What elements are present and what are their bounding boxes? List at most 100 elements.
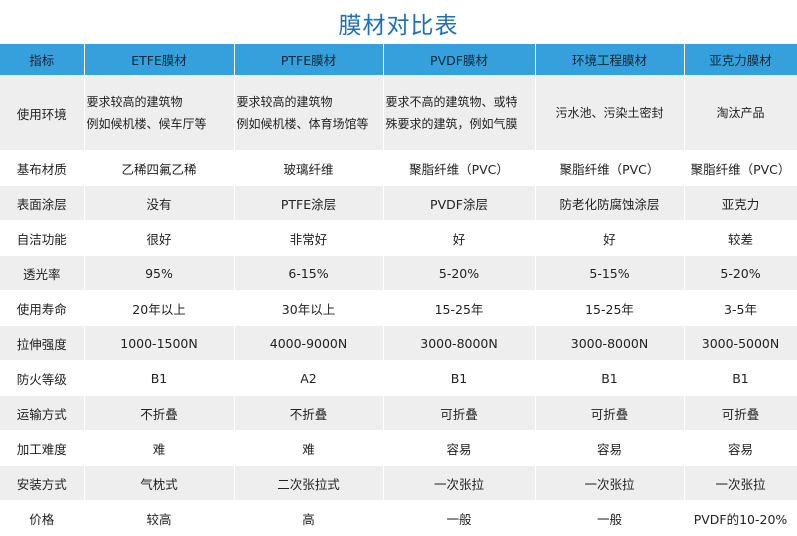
header-cell-ptfe: PTFE膜材 [234, 44, 384, 76]
cell-line: 例如候机楼、体育场馆等 [236, 117, 369, 131]
table-row: 运输方式 不折叠 不折叠 可折叠 可折叠 可折叠 [0, 395, 797, 431]
row-label: 自洁功能 [0, 220, 85, 256]
table-cell: 5-15% [535, 255, 685, 291]
row-label: 加工难度 [0, 430, 85, 466]
row-label: 拉伸强度 [0, 325, 85, 361]
table-row: 表面涂层 没有 PTFE涂层 PVDF涂层 防老化防腐蚀涂层 亚克力 [0, 185, 797, 221]
table-cell: 难 [234, 430, 384, 466]
table-cell: 没有 [84, 185, 235, 221]
table-cell: 二次张拉式 [234, 465, 384, 501]
table-cell: 亚克力 [684, 185, 797, 221]
table-cell: 一次张拉 [684, 465, 797, 501]
table-cell: 玻璃纤维 [234, 150, 384, 186]
table-cell: PTFE涂层 [234, 185, 384, 221]
table-cell: 很好 [84, 220, 235, 256]
table-cell: 一般 [535, 500, 685, 536]
table-cell: 聚脂纤维（PVC） [535, 150, 685, 186]
table-cell: 污水池、污染土密封 [535, 75, 685, 151]
table-cell: 气枕式 [84, 465, 235, 501]
table-cell: 3000-8000N [535, 325, 685, 361]
table-cell: 30年以上 [234, 290, 384, 326]
table-cell: 高 [234, 500, 384, 536]
table-cell: 不折叠 [84, 395, 235, 431]
table-cell: 要求较高的建筑物 例如候机楼、候车厅等 [84, 75, 235, 151]
table-cell: 容易 [383, 430, 536, 466]
table-header: 指标 ETFE膜材 PTFE膜材 PVDF膜材 环境工程膜材 亚克力膜材 [0, 44, 797, 76]
page-title: 膜材对比表 [338, 13, 459, 39]
table-cell: 聚脂纤维（PVC） [684, 150, 797, 186]
table-cell: B1 [684, 360, 797, 396]
table-row-environment: 使用环境 要求较高的建筑物 例如候机楼、候车厅等 要求较高的建筑物 例如候机楼、… [0, 75, 797, 151]
table-row: 防火等级 B1 A2 B1 B1 B1 [0, 360, 797, 396]
table-cell: 乙稀四氟乙稀 [84, 150, 235, 186]
table-cell: PVDF涂层 [383, 185, 536, 221]
cell-line: 污水池、污染土密封 [555, 106, 664, 120]
cell-line: 例如候机楼、候车厅等 [86, 117, 207, 131]
table-cell: A2 [234, 360, 384, 396]
table-cell: 3000-8000N [383, 325, 536, 361]
table-cell: 3-5年 [684, 290, 797, 326]
row-label: 基布材质 [0, 150, 85, 186]
table-cell: 不折叠 [234, 395, 384, 431]
cell-line: 淘汰产品 [716, 106, 765, 120]
table-cell: 15-25年 [535, 290, 685, 326]
cell-line: 要求较高的建筑物 [236, 95, 333, 109]
table-cell: 容易 [684, 430, 797, 466]
header-cell-etfe: ETFE膜材 [84, 44, 235, 76]
row-label: 价格 [0, 500, 85, 536]
table-row: 拉伸强度 1000-1500N 4000-9000N 3000-8000N 3000-8… [0, 325, 797, 361]
table-cell: 可折叠 [684, 395, 797, 431]
table-cell: 可折叠 [535, 395, 685, 431]
cell-line: 殊要求的建筑，例如气膜 [385, 117, 518, 131]
table-cell: 3000-5000N [684, 325, 797, 361]
row-label: 运输方式 [0, 395, 85, 431]
row-label: 表面涂层 [0, 185, 85, 221]
table-cell: 可折叠 [383, 395, 536, 431]
table-cell: 好 [535, 220, 685, 256]
table-cell: B1 [84, 360, 235, 396]
table-row: 加工难度难难容易 容易 容易 [0, 430, 797, 466]
cell-line: 要求较高的建筑物 [86, 95, 183, 109]
table-cell: 一次张拉 [535, 465, 685, 501]
table-cell: 6-15% [234, 255, 384, 291]
table-cell: 较差 [684, 220, 797, 256]
table-row: 使用寿命 20年以上 30年以上 15-25年 15-25年 3-5年 [0, 290, 797, 326]
table-cell: 好 [383, 220, 536, 256]
table-cell: 较高 [84, 500, 235, 536]
table-row: 安装方式 气枕式 二次张拉式 一次张拉 一次张拉 一次张拉 [0, 465, 797, 501]
table-cell: B1 [535, 360, 685, 396]
table-cell: 一次张拉 [383, 465, 536, 501]
cell-line: 要求不高的建筑物、或特 [385, 95, 518, 109]
table-cell: 15-25年 [383, 290, 536, 326]
table-cell: PVDF的10-20% [684, 500, 797, 536]
table-cell: 95% [84, 255, 235, 291]
table-cell: 聚脂纤维（PVC） [383, 150, 536, 186]
table-cell: 要求较高的建筑物 例如候机楼、体育场馆等 [234, 75, 384, 151]
table-cell: 1000-1500N [84, 325, 235, 361]
table-cell: 5-20% [383, 255, 536, 291]
row-label: 防火等级 [0, 360, 85, 396]
row-label: 使用寿命 [0, 290, 85, 326]
header-cell-env: 环境工程膜材 [535, 44, 685, 76]
table-cell: B1 [383, 360, 536, 396]
table-cell: 防老化防腐蚀涂层 [535, 185, 685, 221]
row-label: 安装方式 [0, 465, 85, 501]
header-row: 指标 ETFE膜材 PTFE膜材 PVDF膜材 环境工程膜材 亚克力膜材 [0, 44, 797, 76]
table-cell: 一般 [383, 500, 536, 536]
table-row: 自洁功能 很好 非常好好好较差 [0, 220, 797, 256]
row-label: 透光率 [0, 255, 85, 291]
table-cell: 难 [84, 430, 235, 466]
table-cell: 容易 [535, 430, 685, 466]
table-cell: 5-20% [684, 255, 797, 291]
table-row: 基布材质 乙稀四氟乙稀 玻璃纤维 聚脂纤维（PVC） 聚脂纤维（PVC） 聚脂纤维（PVC… [0, 150, 797, 186]
table-cell: 非常好 [234, 220, 384, 256]
header-cell-pvdf: PVDF膜材 [383, 44, 536, 76]
table-cell: 20年以上 [84, 290, 235, 326]
table-cell: 要求不高的建筑物、或特 殊要求的建筑，例如气膜 [383, 75, 536, 151]
row-label: 使用环境 [0, 75, 85, 151]
table-row: 价格 较高高一般 一般 PVDF的10-20% [0, 500, 797, 536]
comparison-table: 指标 ETFE膜材 PTFE膜材 PVDF膜材 环境工程膜材 亚克力膜材 使用环… [0, 44, 797, 536]
table-row: 透光率 95% 6-15% 5-20% 5-15% 5-20% [0, 255, 797, 291]
table-cell: 4000-9000N [234, 325, 384, 361]
header-cell-acrylic: 亚克力膜材 [684, 44, 797, 76]
